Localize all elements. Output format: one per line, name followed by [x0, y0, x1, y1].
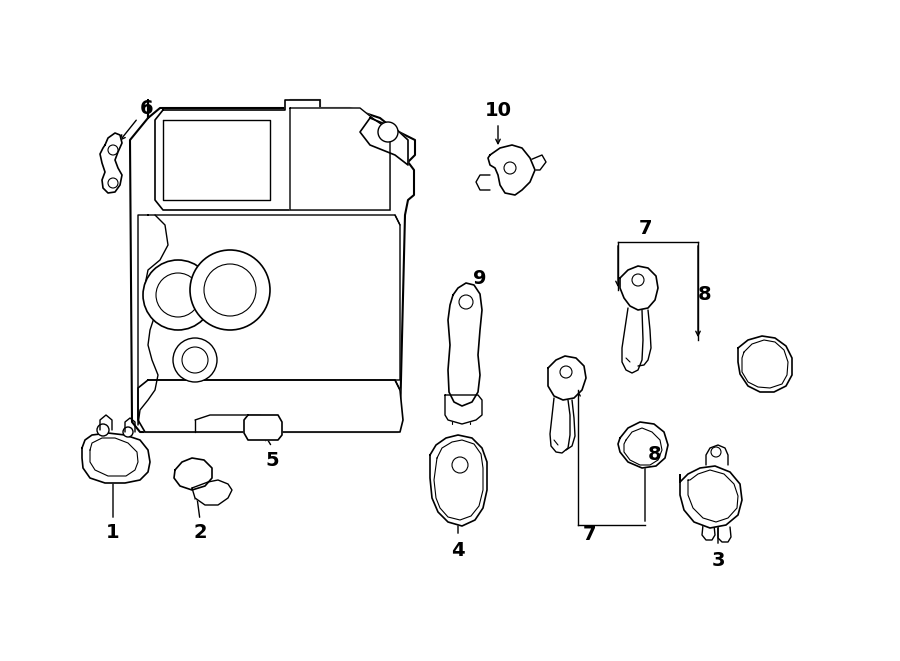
Text: 8: 8 — [698, 286, 712, 305]
Circle shape — [108, 178, 118, 188]
Polygon shape — [548, 356, 586, 400]
Circle shape — [459, 295, 473, 309]
Polygon shape — [100, 133, 122, 193]
Text: 6: 6 — [140, 98, 154, 118]
Polygon shape — [192, 480, 232, 505]
Circle shape — [143, 260, 213, 330]
Text: 2: 2 — [194, 524, 207, 543]
Circle shape — [452, 457, 468, 473]
Text: 4: 4 — [451, 541, 464, 559]
Circle shape — [182, 347, 208, 373]
Circle shape — [123, 427, 133, 437]
Polygon shape — [488, 145, 535, 195]
Circle shape — [97, 424, 109, 436]
Circle shape — [108, 145, 118, 155]
Polygon shape — [430, 435, 487, 526]
Circle shape — [560, 366, 572, 378]
Polygon shape — [174, 458, 212, 490]
Polygon shape — [618, 422, 668, 468]
Polygon shape — [155, 100, 390, 210]
Circle shape — [378, 122, 398, 142]
Polygon shape — [130, 100, 415, 432]
Polygon shape — [738, 336, 792, 392]
Polygon shape — [445, 395, 482, 424]
Polygon shape — [620, 266, 658, 310]
Polygon shape — [360, 118, 408, 165]
Circle shape — [156, 273, 200, 317]
Circle shape — [190, 250, 270, 330]
Polygon shape — [163, 120, 270, 200]
Text: 7: 7 — [583, 525, 597, 545]
Polygon shape — [680, 466, 742, 528]
Circle shape — [504, 162, 516, 174]
Polygon shape — [244, 415, 282, 440]
Text: 10: 10 — [484, 100, 511, 120]
Polygon shape — [290, 108, 390, 210]
Circle shape — [711, 447, 721, 457]
Text: 1: 1 — [106, 524, 120, 543]
Polygon shape — [138, 380, 403, 432]
Text: 7: 7 — [639, 219, 652, 237]
Text: 8: 8 — [648, 446, 662, 465]
Circle shape — [173, 338, 217, 382]
Polygon shape — [448, 283, 482, 406]
Text: 5: 5 — [266, 451, 279, 469]
Polygon shape — [82, 433, 150, 483]
Circle shape — [204, 264, 256, 316]
Circle shape — [632, 274, 644, 286]
Text: 9: 9 — [473, 268, 487, 288]
Text: 3: 3 — [711, 551, 724, 570]
